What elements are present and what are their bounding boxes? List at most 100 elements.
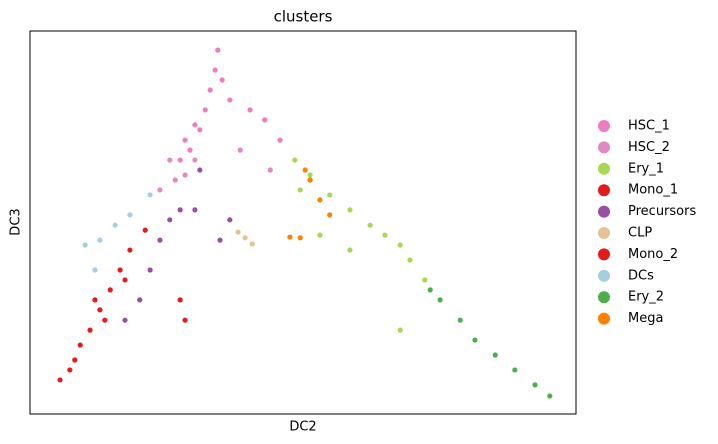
point — [397, 242, 403, 248]
point — [347, 247, 353, 253]
point — [127, 212, 133, 218]
legend-marker — [598, 312, 610, 325]
point — [77, 342, 83, 348]
point — [407, 257, 413, 263]
point — [317, 197, 323, 203]
point — [192, 207, 198, 213]
point — [327, 192, 333, 198]
point — [235, 229, 241, 235]
point — [262, 117, 268, 123]
point — [532, 382, 538, 388]
legend-marker — [598, 141, 610, 154]
point — [277, 137, 283, 143]
point — [82, 242, 88, 248]
legend-label: HSC_2 — [628, 140, 670, 155]
legend-label: Precursors — [628, 204, 696, 219]
point — [212, 67, 218, 73]
legend-label: Mono_2 — [628, 247, 678, 262]
chart-title: clusters — [274, 8, 333, 26]
point — [267, 167, 273, 173]
point — [57, 377, 63, 383]
point — [72, 357, 78, 363]
legend-marker — [598, 291, 610, 304]
point — [437, 297, 443, 303]
legend-label: DCs — [628, 268, 654, 283]
point — [102, 317, 108, 323]
legend-label: Mega — [628, 311, 663, 326]
point — [112, 222, 118, 228]
point — [182, 317, 188, 323]
point — [297, 187, 303, 193]
point — [457, 317, 463, 323]
point — [177, 157, 183, 163]
legend-label: Ery_1 — [628, 161, 664, 176]
point — [207, 87, 213, 93]
point — [227, 97, 233, 103]
point — [492, 352, 498, 358]
legend-marker — [598, 205, 610, 218]
point — [217, 237, 223, 243]
point — [427, 287, 433, 293]
point — [547, 393, 553, 399]
legend-marker — [598, 120, 610, 132]
point — [192, 157, 198, 163]
legend-label: Ery_2 — [628, 290, 664, 305]
point — [192, 122, 198, 128]
legend-label: Mono_1 — [628, 183, 678, 198]
point — [219, 77, 225, 83]
point — [307, 172, 313, 178]
point — [292, 157, 298, 163]
point — [202, 107, 208, 113]
point — [157, 187, 163, 193]
point — [227, 217, 233, 223]
point — [307, 177, 313, 183]
point — [247, 107, 253, 113]
point — [182, 137, 188, 143]
point — [172, 177, 178, 183]
point — [302, 167, 308, 173]
point — [382, 232, 388, 238]
point — [242, 235, 248, 241]
point — [107, 287, 113, 293]
point — [422, 277, 428, 283]
point — [147, 267, 153, 273]
legend-marker — [598, 269, 610, 282]
point — [167, 157, 173, 163]
legend-marker — [598, 227, 610, 239]
legend-label: CLP — [628, 226, 652, 241]
point — [197, 127, 203, 133]
point — [177, 297, 183, 303]
point — [347, 207, 353, 213]
point — [157, 237, 163, 243]
point — [87, 327, 93, 333]
plot-frame — [29, 30, 577, 415]
point — [397, 327, 403, 333]
point — [297, 235, 303, 241]
legend-marker — [598, 162, 610, 175]
point — [215, 47, 221, 53]
point — [287, 234, 293, 240]
point — [97, 237, 103, 243]
point — [182, 172, 188, 178]
point — [177, 207, 183, 213]
point — [97, 307, 103, 313]
point — [142, 227, 148, 233]
point — [122, 277, 128, 283]
point — [317, 232, 323, 238]
point — [197, 167, 203, 173]
y-axis-label: DC3 — [9, 208, 24, 235]
point — [237, 147, 243, 153]
point — [92, 267, 98, 273]
point — [512, 367, 518, 373]
point — [92, 297, 98, 303]
point — [147, 192, 153, 198]
point — [249, 241, 255, 247]
x-axis-label: DC2 — [289, 420, 316, 435]
legend-marker — [598, 184, 610, 197]
point — [127, 247, 133, 253]
point — [117, 267, 123, 273]
point — [187, 147, 193, 153]
point — [367, 222, 373, 228]
legend-marker — [598, 248, 610, 261]
